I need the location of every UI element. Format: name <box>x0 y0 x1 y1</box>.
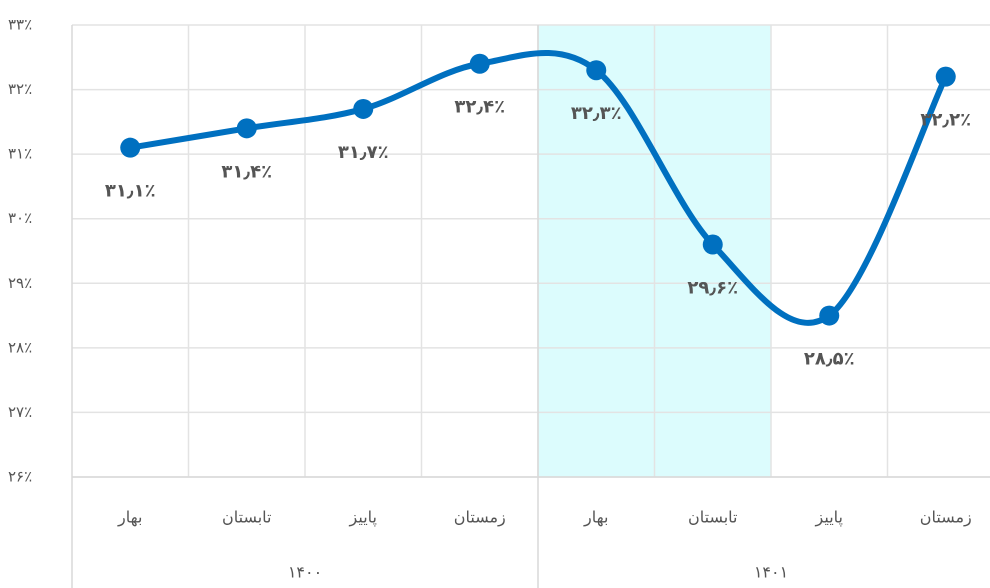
point <box>236 118 257 139</box>
point <box>353 98 374 119</box>
x-tick-label: بهار <box>583 508 608 528</box>
point <box>120 137 141 158</box>
group-label: ۱۴۰۰ <box>288 563 322 582</box>
y-tick-label: ۳۰٪ <box>8 209 32 227</box>
x-tick-label: تابستان <box>688 508 738 527</box>
x-tick-label: زمستان <box>454 508 506 528</box>
data-label: ۲۹٫۶٪ <box>687 278 738 299</box>
y-tick-label: ۲۶٪ <box>8 468 32 486</box>
point <box>819 305 840 326</box>
data-label: ۲۸٫۵٪ <box>804 349 855 370</box>
point <box>935 66 956 87</box>
point <box>469 53 490 74</box>
group-label: ۱۴۰۱ <box>754 563 788 582</box>
x-tick-label: پاییز <box>815 508 843 528</box>
data-label: ۳۱٫۴٪ <box>221 161 272 182</box>
y-tick-label: ۳۲٪ <box>8 80 32 98</box>
y-tick-label: ۳۱٪ <box>8 145 32 163</box>
x-tick-label: تابستان <box>222 508 272 527</box>
data-label: ۳۲٫۴٪ <box>454 97 505 118</box>
y-tick-label: ۲۸٪ <box>8 338 32 356</box>
point <box>586 60 607 81</box>
data-label: ۳۱٫۱٪ <box>105 181 156 202</box>
point <box>702 234 723 255</box>
data-label: ۳۲٫۲٪ <box>920 110 971 131</box>
y-tick-label: ۳۳٪ <box>8 16 32 34</box>
x-tick-label: پاییز <box>349 508 377 528</box>
x-tick-label: زمستان <box>920 508 972 528</box>
data-label: ۳۱٫۷٪ <box>338 142 389 163</box>
x-tick-label: بهار <box>117 508 142 528</box>
y-tick-label: ۲۷٪ <box>8 403 32 421</box>
y-tick-label: ۲۹٪ <box>8 274 32 292</box>
data-label: ۳۲٫۳٪ <box>571 103 622 124</box>
